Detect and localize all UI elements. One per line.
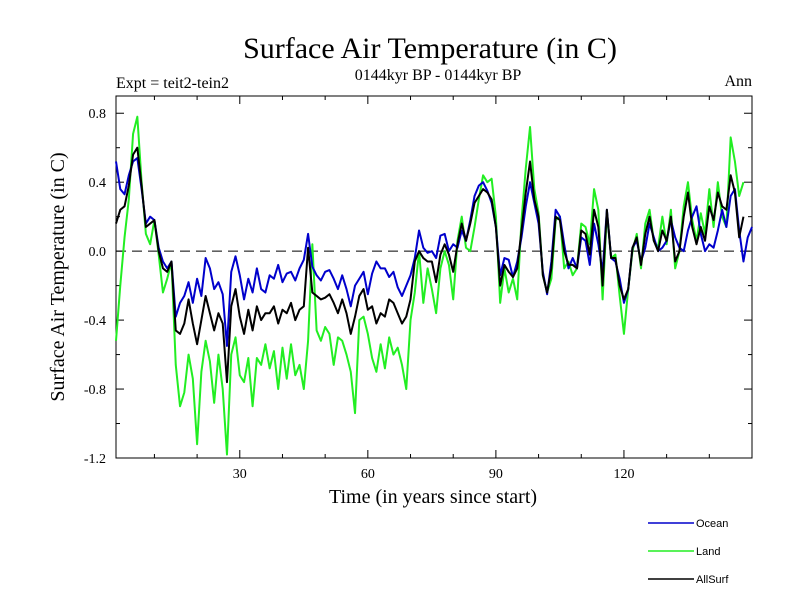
y-tick-label: -0.8 <box>84 383 106 398</box>
y-tick-label: 0.0 <box>89 245 107 260</box>
x-tick-label: 30 <box>233 467 247 482</box>
x-tick-label: 60 <box>361 467 375 482</box>
y-axis-label: Surface Air Temperature (in C) <box>47 152 69 401</box>
y-tick-label: -0.4 <box>84 314 106 329</box>
series-lines <box>115 115 753 456</box>
season-label: Ann <box>724 73 752 90</box>
legend-label-ocean: Ocean <box>696 518 728 530</box>
y-tick-label: 0.4 <box>89 176 107 191</box>
legend: Ocean Land AllSurf <box>648 518 729 586</box>
y-tick-label: -1.2 <box>84 452 106 467</box>
chart-title: Surface Air Temperature (in C) <box>243 32 617 65</box>
legend-label-allsurf: AllSurf <box>696 574 729 586</box>
series-line-ocean <box>115 157 753 347</box>
experiment-label: Expt = teit2-tein2 <box>116 75 229 92</box>
axis-ticks <box>116 95 752 459</box>
axis-tick-labels: -1.2 -0.8 -0.4 0.0 0.4 0.8 30 60 90 120 <box>84 107 635 482</box>
x-tick-label: 120 <box>613 467 634 482</box>
legend-label-land: Land <box>696 546 720 558</box>
x-tick-label: 90 <box>489 467 503 482</box>
chart-subtitle: 0144kyr BP - 0144kyr BP <box>355 67 522 84</box>
series-line-allsurf <box>115 146 745 384</box>
plot-frame <box>115 95 753 459</box>
y-tick-label: 0.8 <box>89 107 107 122</box>
series-line-land <box>115 115 745 456</box>
x-axis-label: Time (in years since start) <box>329 486 537 508</box>
